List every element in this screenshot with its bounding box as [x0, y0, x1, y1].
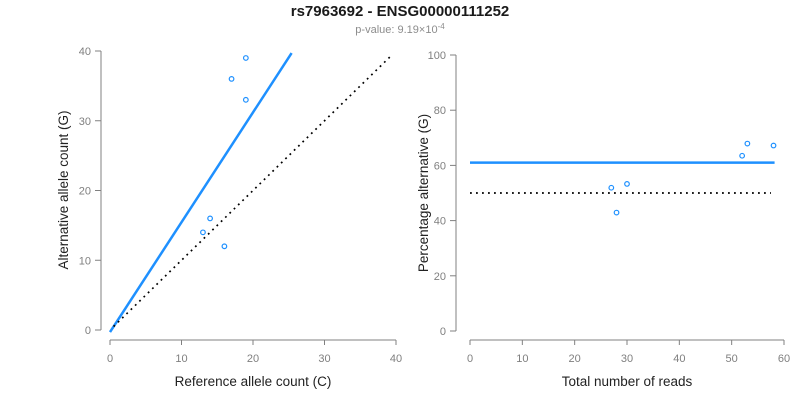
y-tick-label: 80	[434, 105, 446, 117]
y-axis-title: Alternative allele count (G)	[56, 110, 71, 269]
data-point	[739, 152, 746, 159]
x-tick-label: 10	[516, 353, 528, 365]
y-tick-label: 10	[79, 255, 91, 267]
data-point	[228, 75, 235, 82]
data-point	[770, 142, 777, 149]
y-tick-label: 100	[428, 50, 446, 62]
y-tick-label: 30	[79, 116, 91, 128]
scatter-plot-1: 0 10 20 30 40 0 10 20 30 40 Reference allele count…	[56, 46, 402, 389]
identity-line	[112, 55, 392, 328]
figure-title: rs7963692 - ENSG00000111252	[291, 3, 510, 20]
y-tick-label: 0	[85, 325, 91, 337]
x-tick-label: 60	[778, 353, 790, 365]
y-tick-label: 0	[440, 326, 446, 338]
x-tick-label: 0	[467, 353, 473, 365]
x-axis-title: Reference allele count (C)	[175, 374, 332, 389]
data-point	[242, 96, 249, 103]
x-tick-label: 0	[107, 353, 113, 365]
data-point	[221, 243, 228, 250]
data-point	[613, 209, 620, 216]
x-tick-label: 10	[175, 353, 187, 365]
subtitle-prefix: p-value: 9.19×10	[355, 24, 437, 36]
plots-group: 0 10 20 30 40 0 10 20 30 40 Reference allele count…	[56, 46, 790, 389]
x-tick-label: 40	[673, 353, 685, 365]
y-tick-label: 20	[79, 186, 91, 198]
y-tick-label: 60	[434, 160, 446, 172]
data-point	[608, 184, 615, 191]
y-tick-label: 40	[434, 216, 446, 228]
fitted-proportion-line	[108, 52, 293, 333]
data-point	[200, 229, 206, 236]
y-tick-label: 40	[79, 46, 91, 58]
x-tick-label: 50	[726, 353, 738, 365]
y-tick-label: 20	[434, 271, 446, 283]
y-axis-title: Percentage alternative (G)	[416, 114, 431, 272]
x-tick-label: 30	[621, 353, 633, 365]
data-point	[744, 140, 751, 147]
figure-subtitle: p-value: 9.19×10-4	[355, 22, 445, 36]
x-tick-label: 40	[390, 353, 402, 365]
scatter-plot-2: 0 20 40 60 80 100 0 10 20 30 40 50 60 Total number of…	[416, 50, 790, 389]
x-tick-label: 20	[247, 353, 259, 365]
x-axis-title: Total number of reads	[562, 374, 693, 389]
subtitle-exponent: -4	[438, 22, 446, 31]
data-point	[624, 180, 630, 187]
x-tick-label: 30	[318, 353, 330, 365]
x-tick-label: 20	[569, 353, 581, 365]
data-point	[207, 215, 214, 222]
data-point	[242, 55, 249, 61]
